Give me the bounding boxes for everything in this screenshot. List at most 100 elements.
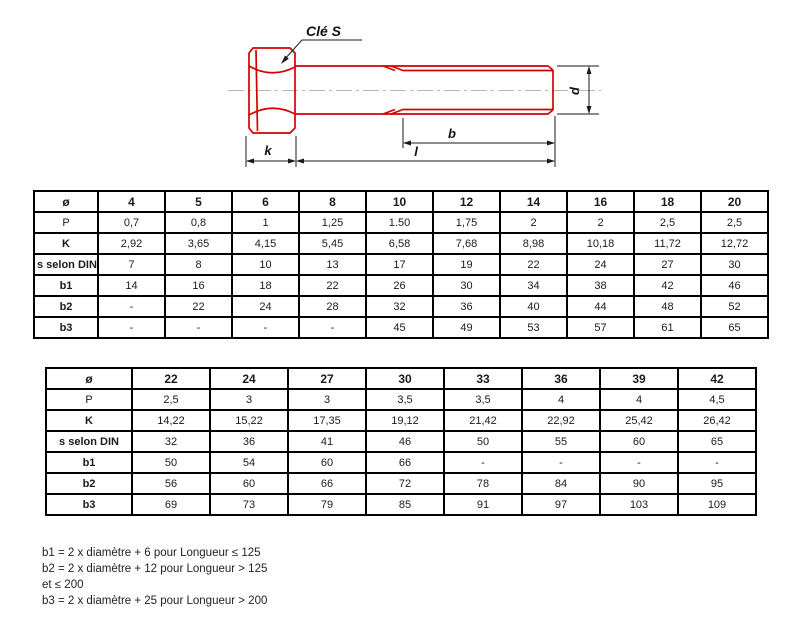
diameter-header-cell: 18: [633, 190, 702, 213]
value-cell: 1,75: [432, 211, 501, 234]
value-cell: 1: [231, 211, 300, 234]
value-cell: 3,65: [164, 232, 233, 255]
value-cell: -: [599, 451, 679, 474]
formula-note-line: b1 = 2 x diamètre + 6 pour Longueur ≤ 12…: [42, 547, 261, 559]
value-cell: -: [677, 451, 757, 474]
value-cell: 56: [131, 472, 211, 495]
diameter-header-cell: 30: [365, 367, 445, 390]
value-cell: 10: [231, 253, 300, 276]
value-cell: 60: [599, 430, 679, 453]
value-cell: 10,18: [566, 232, 635, 255]
diameter-header-cell: 5: [164, 190, 233, 213]
value-cell: 85: [365, 493, 445, 516]
value-cell: 65: [677, 430, 757, 453]
diameter-symbol-cell: ø: [45, 367, 133, 390]
value-cell: 32: [365, 295, 434, 318]
value-cell: -: [97, 316, 166, 339]
dimension-k: [246, 158, 296, 164]
bolt-shank: [295, 65, 554, 115]
value-cell: 16: [164, 274, 233, 297]
row-label-cell: b3: [45, 493, 133, 516]
value-cell: 91: [443, 493, 523, 516]
value-cell: 38: [566, 274, 635, 297]
value-cell: 36: [432, 295, 501, 318]
value-cell: 18: [231, 274, 300, 297]
table-row: b3 69 73 79 85 91 97 103 109: [45, 493, 757, 516]
value-cell: 22: [499, 253, 568, 276]
value-cell: 97: [521, 493, 601, 516]
table-row: b1 50 54 60 66- - - -: [45, 451, 757, 474]
value-cell: 27: [633, 253, 702, 276]
value-cell: 36: [209, 430, 289, 453]
dim-k-label: k: [264, 143, 272, 158]
diameter-header-cell: 12: [432, 190, 501, 213]
value-cell: 13: [298, 253, 367, 276]
value-cell: 4,5: [677, 388, 757, 411]
value-cell: 2,92: [97, 232, 166, 255]
value-cell: 2,5: [700, 211, 769, 234]
table-row: b3- - - -45 49 53 57 61 65: [33, 316, 769, 339]
value-cell: 60: [209, 472, 289, 495]
table-row: s selon DIN 32 36 41 46 50 55 60 65: [45, 430, 757, 453]
value-cell: 55: [521, 430, 601, 453]
table-row: P 2,5 3 3 3,5 3,5 4 4 4,5: [45, 388, 757, 411]
value-cell: 49: [432, 316, 501, 339]
value-cell: 57: [566, 316, 635, 339]
value-cell: 4: [521, 388, 601, 411]
diameter-header-cell: 4: [97, 190, 166, 213]
diameter-header-cell: 33: [443, 367, 523, 390]
value-cell: 72: [365, 472, 445, 495]
row-label-cell: s selon DIN: [33, 253, 99, 276]
diameter-header-cell: 24: [209, 367, 289, 390]
dimension-d: [557, 65, 599, 115]
dim-b-label: b: [448, 126, 456, 141]
table-row: b2-22 24 28 32 36 40 44 48 52: [33, 295, 769, 318]
diameter-header-cell: 39: [599, 367, 679, 390]
value-cell: 21,42: [443, 409, 523, 432]
diameter-symbol-cell: ø: [33, 190, 99, 213]
row-label-cell: b1: [45, 451, 133, 474]
table-row: b1 14 16 18 22 26 30 34 38 42 46: [33, 274, 769, 297]
value-cell: 41: [287, 430, 367, 453]
value-cell: 4: [599, 388, 679, 411]
diameter-header-cell: 8: [298, 190, 367, 213]
value-cell: 3,5: [443, 388, 523, 411]
value-cell: 46: [700, 274, 769, 297]
value-cell: 3: [209, 388, 289, 411]
table-header-row: ø 22 24 27 30 33 36 39 42: [45, 367, 757, 390]
value-cell: 42: [633, 274, 702, 297]
value-cell: 8,98: [499, 232, 568, 255]
value-cell: 7,68: [432, 232, 501, 255]
value-cell: 19: [432, 253, 501, 276]
diameter-header-cell: 16: [566, 190, 635, 213]
value-cell: 4,15: [231, 232, 300, 255]
table-row: s selon DIN 7 8 10 13 17 19 22 24 27 30: [33, 253, 769, 276]
value-cell: 22,92: [521, 409, 601, 432]
value-cell: -: [521, 451, 601, 474]
leader-arrowhead: [281, 55, 289, 64]
dimension-table-small-diameters: ø 4 5 6 8 10 12 14 16 18 20 P 0,7 0,8 1 1,25 1.50 1,75 2 2 2…: [33, 190, 769, 339]
table-row: P 0,7 0,8 1 1,25 1.50 1,75 2 2 2,5 2,5: [33, 211, 769, 234]
value-cell: 26: [365, 274, 434, 297]
value-cell: 95: [677, 472, 757, 495]
value-cell: 53: [499, 316, 568, 339]
table-header-row: ø 4 5 6 8 10 12 14 16 18 20: [33, 190, 769, 213]
value-cell: 25,42: [599, 409, 679, 432]
value-cell: 34: [499, 274, 568, 297]
value-cell: 19,12: [365, 409, 445, 432]
value-cell: 14,22: [131, 409, 211, 432]
hex-head: [248, 47, 296, 134]
value-cell: 50: [131, 451, 211, 474]
value-cell: 45: [365, 316, 434, 339]
value-cell: 54: [209, 451, 289, 474]
value-cell: -: [298, 316, 367, 339]
value-cell: 109: [677, 493, 757, 516]
value-cell: 78: [443, 472, 523, 495]
value-cell: 60: [287, 451, 367, 474]
formula-notes: b1 = 2 x diamètre + 6 pour Longueur ≤ 12…: [42, 545, 267, 609]
table-row: K 2,92 3,65 4,15 5,45 6,58 7,68 8,98 10,18 11,72 1…: [33, 232, 769, 255]
value-cell: -: [443, 451, 523, 474]
value-cell: 65: [700, 316, 769, 339]
value-cell: 2,5: [131, 388, 211, 411]
